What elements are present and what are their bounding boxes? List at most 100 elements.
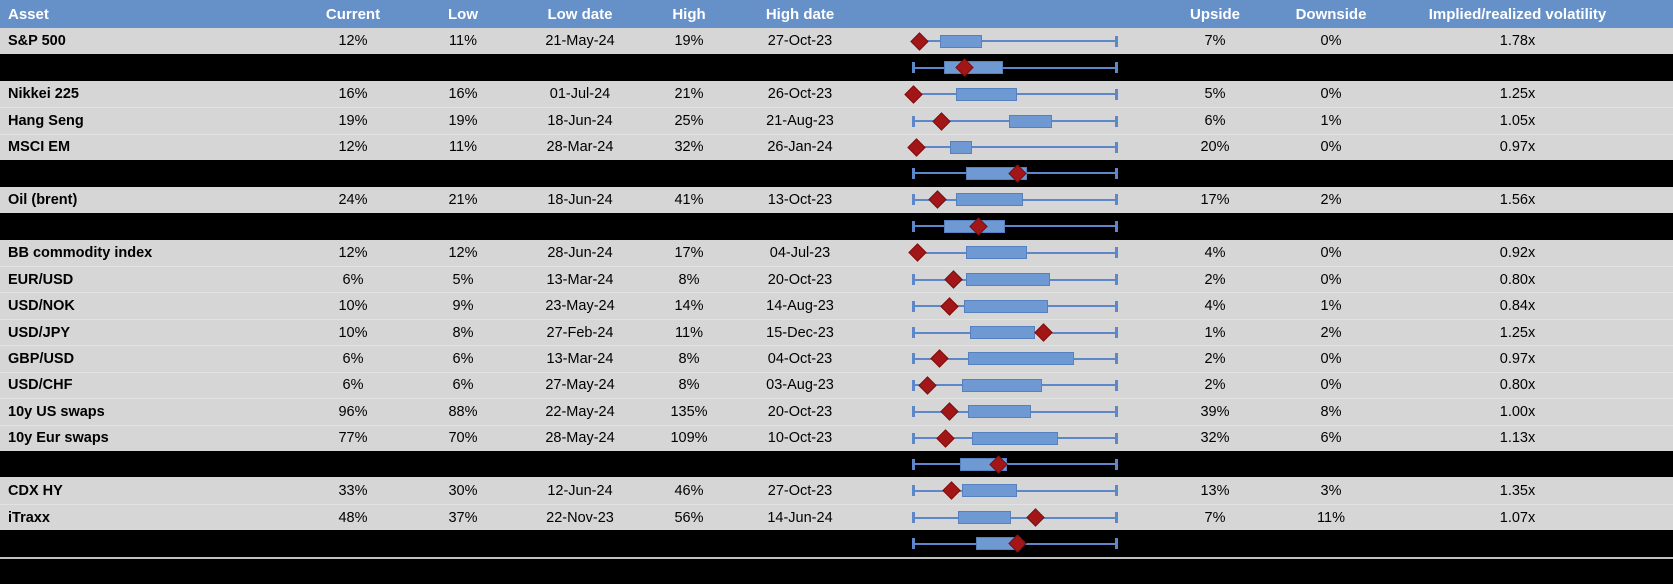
downside-value: 6% (1320, 430, 1342, 447)
downside-value: 3% (1320, 482, 1342, 499)
implied-realized-value: 1.56x (1499, 191, 1536, 208)
implied-realized-value: 1.00x (1499, 403, 1536, 420)
asset-name: 10y US swaps (8, 403, 105, 420)
low-value: 70% (448, 430, 478, 447)
summary-row (0, 54, 1673, 81)
implied-realized-value: 0.80x (1499, 271, 1536, 288)
low-date: 27-Feb-24 (546, 324, 614, 341)
whisker-line (913, 516, 1117, 519)
high-date: 13-Oct-23 (767, 191, 833, 208)
upside-value: 39% (1200, 403, 1230, 420)
asset-row: MSCI EM 12% 11% 28-Mar-24 32% 26-Jan-24 20% 0% 0… (0, 133, 1673, 161)
boxplot (912, 346, 1118, 371)
implied-realized-value: 1.78x (1499, 33, 1536, 50)
upside-value: 2% (1204, 271, 1226, 288)
asset-name: USD/JPY (8, 324, 71, 341)
low-value: 88% (448, 403, 478, 420)
low-value: 21% (448, 191, 478, 208)
low-date: 12-Jun-24 (547, 482, 613, 499)
implied-realized-value: 0.80x (1499, 377, 1536, 394)
high-date: 04-Oct-23 (767, 350, 833, 367)
asset-name: MSCI EM (8, 139, 71, 156)
low-value: 8% (452, 324, 474, 341)
upside-value: 20% (1200, 139, 1230, 156)
whisker-cap-right (1115, 353, 1118, 365)
asset-name: Hang Seng (8, 113, 84, 130)
implied-realized-value: 1.07x (1499, 509, 1536, 526)
whisker-cap-right (1115, 35, 1118, 47)
low-value: 6% (452, 377, 474, 394)
current-value: 6% (342, 350, 364, 367)
iqr-box (964, 299, 1048, 313)
whisker-cap-left (912, 406, 915, 418)
iqr-box (939, 34, 983, 48)
iqr-box (968, 352, 1075, 366)
asset-name: USD/NOK (8, 298, 75, 315)
upside-value: 13% (1200, 482, 1230, 499)
high-value: 109% (670, 430, 708, 447)
whisker-cap-left (912, 115, 915, 127)
low-date: 13-Mar-24 (546, 350, 614, 367)
whisker-line (919, 40, 1117, 43)
high-value: 17% (674, 244, 704, 261)
boxplot (912, 187, 1118, 213)
current-value: 24% (338, 191, 368, 208)
whisker-cap-right (1115, 194, 1118, 206)
implied-realized-value: 0.97x (1499, 139, 1536, 156)
upside-value: 1% (1204, 324, 1226, 341)
col-header-asset: Asset (8, 5, 49, 23)
asset-row: EUR/USD 6% 5% 13-Mar-24 8% 20-Oct-23 2% 0% 0.80x (0, 265, 1673, 293)
low-date: 18-Jun-24 (547, 113, 613, 130)
whisker-cap-right (1115, 512, 1118, 524)
asset-row: BB commodity index 12% 12% 28-Jun-24 17% 04-J… (0, 239, 1673, 266)
whisker-cap-right (1115, 247, 1118, 259)
current-value: 6% (342, 377, 364, 394)
high-date: 14-Aug-23 (766, 298, 834, 315)
asset-row: Nikkei 225 16% 16% 01-Jul-24 21% 26-Oct-23 5% 0… (0, 80, 1673, 108)
whisker-cap-right (1115, 485, 1118, 497)
current-marker-diamond (936, 429, 955, 448)
iqr-box (955, 87, 1018, 101)
asset-row: 10y Eur swaps 77% 70% 28-May-24 109% 10-Oct-2… (0, 424, 1673, 451)
current-marker-diamond (1026, 508, 1045, 527)
low-value: 5% (452, 271, 474, 288)
implied-realized-value: 1.25x (1499, 324, 1536, 341)
asset-name: 10y Eur swaps (8, 430, 109, 447)
col-header-current: Current (325, 5, 381, 23)
high-date: 15-Dec-23 (766, 324, 834, 341)
low-date: 22-Nov-23 (546, 509, 614, 526)
asset-name: iTraxx (8, 509, 50, 526)
current-marker-diamond (1034, 323, 1053, 342)
upside-value: 4% (1204, 298, 1226, 315)
downside-value: 0% (1320, 377, 1342, 394)
downside-value: 2% (1320, 191, 1342, 208)
low-value: 11% (449, 33, 477, 50)
boxplot (912, 399, 1118, 424)
summary-row (0, 213, 1673, 240)
boxplot (912, 213, 1118, 239)
iqr-box (957, 511, 1011, 525)
downside-value: 0% (1320, 244, 1342, 261)
high-value: 32% (674, 139, 704, 156)
upside-value: 7% (1204, 509, 1226, 526)
current-marker-diamond (906, 138, 926, 157)
iqr-box (970, 326, 1036, 340)
asset-name: S&P 500 (8, 33, 66, 50)
bottom-black-band (0, 558, 1673, 584)
boxplot (912, 477, 1118, 503)
col-header-upside: Upside (1189, 5, 1240, 23)
current-value: 12% (338, 139, 368, 156)
high-date: 27-Oct-23 (767, 33, 833, 50)
downside-value: 8% (1320, 403, 1342, 420)
asset-name: USD/CHF (8, 377, 73, 394)
whisker-cap-right (1115, 432, 1118, 444)
low-date: 18-Jun-24 (547, 191, 613, 208)
whisker-cap-left (912, 167, 915, 179)
whisker-cap-left (912, 194, 915, 206)
high-date: 20-Oct-23 (767, 403, 833, 420)
iqr-box (968, 405, 1032, 419)
asset-row: Oil (brent) 24% 21% 18-Jun-24 41% 13-Oct-23 17… (0, 186, 1673, 214)
current-value: 12% (338, 33, 368, 50)
current-marker-diamond (930, 349, 949, 369)
